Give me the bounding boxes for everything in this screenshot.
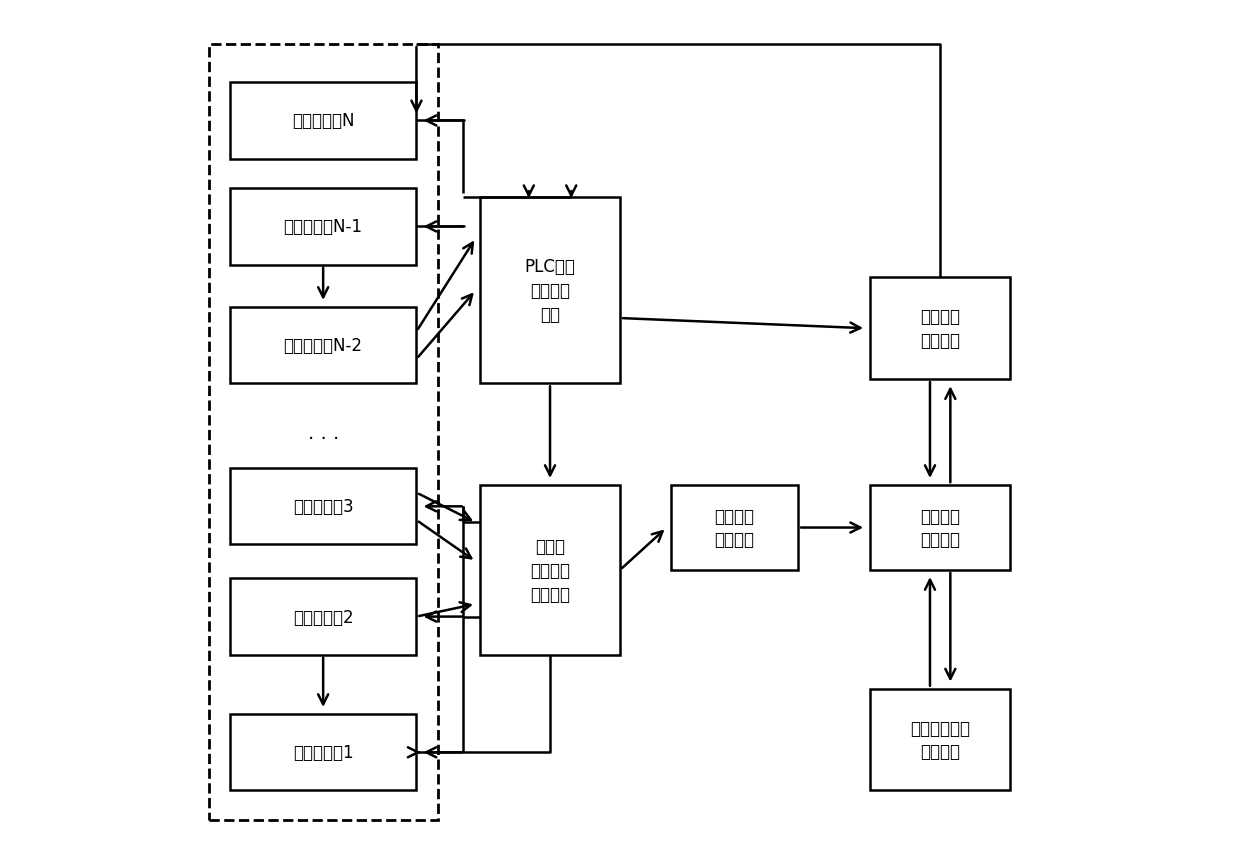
Bar: [229, 715, 417, 790]
Text: 被监控模块N-1: 被监控模块N-1: [284, 218, 362, 236]
Text: 报警处理方式
执行单元: 报警处理方式 执行单元: [910, 719, 970, 760]
Text: 发送报警
函数单元: 发送报警 函数单元: [714, 507, 754, 548]
Bar: [229, 468, 417, 545]
Text: 被监控模块N-2: 被监控模块N-2: [284, 337, 362, 355]
Text: 报警及属
性数据库: 报警及属 性数据库: [920, 308, 960, 350]
Bar: [229, 579, 417, 655]
Bar: [229, 307, 417, 384]
Bar: [480, 197, 620, 384]
Bar: [208, 45, 438, 821]
Text: 被监控模块2: 被监控模块2: [293, 608, 353, 626]
Text: 报警处理
函数单元: 报警处理 函数单元: [920, 507, 960, 548]
Bar: [480, 486, 620, 655]
Bar: [671, 486, 799, 570]
Text: 被监控模块1: 被监控模块1: [293, 743, 353, 761]
Bar: [870, 689, 1011, 790]
Text: PLC报警
监控函数
模块: PLC报警 监控函数 模块: [525, 258, 575, 323]
Text: 上位机
报警监控
函数模块: 上位机 报警监控 函数模块: [529, 538, 570, 603]
Text: · · ·: · · ·: [308, 430, 339, 449]
Text: 被监控模块N: 被监控模块N: [291, 112, 355, 130]
Bar: [229, 189, 417, 265]
Bar: [870, 278, 1011, 380]
Text: 被监控模块3: 被监控模块3: [293, 498, 353, 516]
Bar: [229, 84, 417, 159]
Bar: [870, 486, 1011, 570]
